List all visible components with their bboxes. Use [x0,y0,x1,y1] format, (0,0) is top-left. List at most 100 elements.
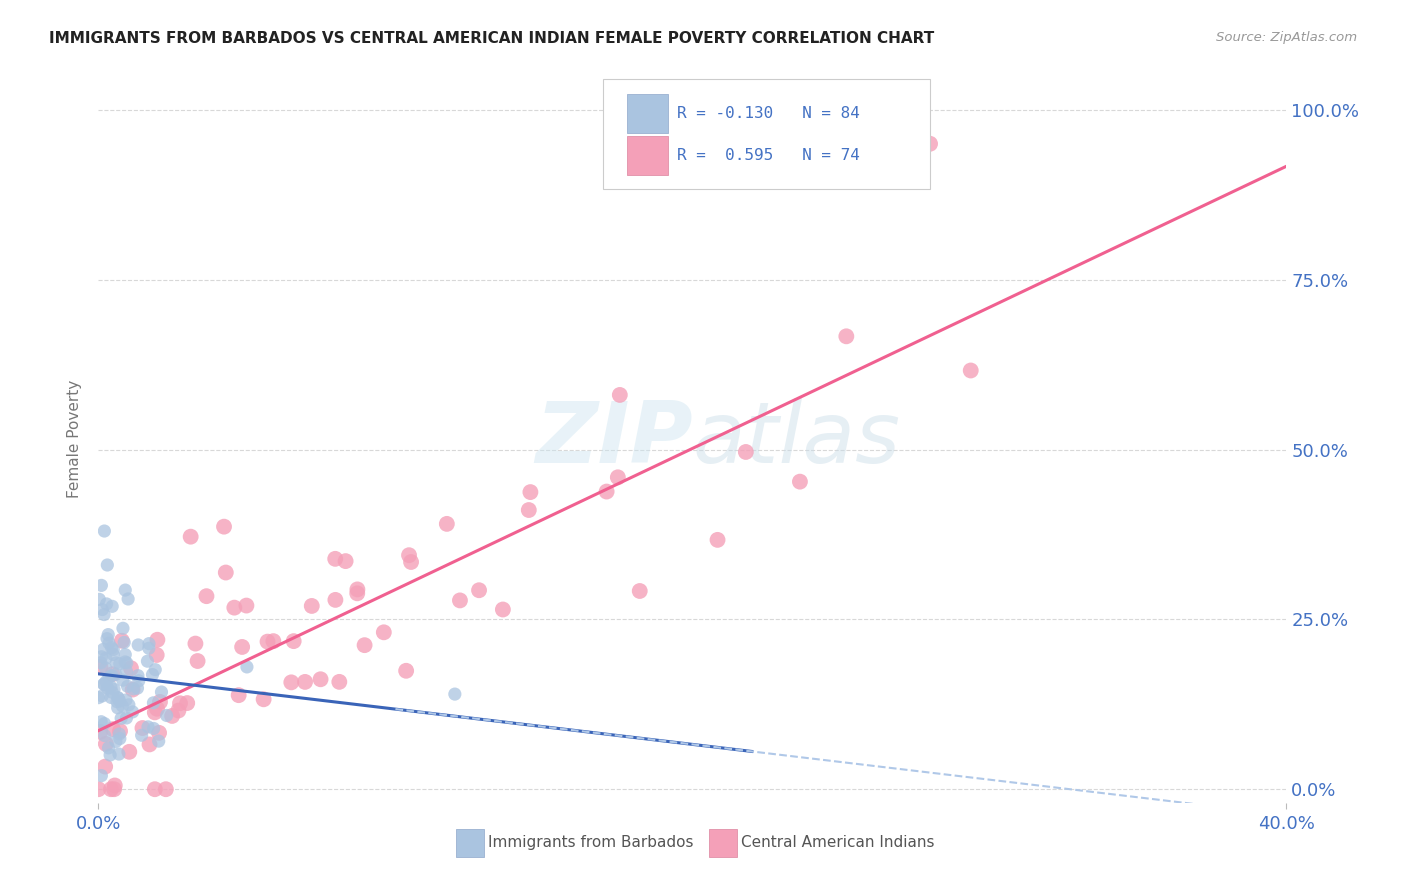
Point [228,688,250,702]
Point [835,329,858,343]
Point [105,695,128,709]
FancyBboxPatch shape [603,79,931,188]
Point [353,638,375,652]
Text: atlas: atlas [692,398,900,481]
Point [325,593,347,607]
Point [136,720,159,734]
Point [280,675,302,690]
Point [301,599,323,613]
Point [118,745,141,759]
Point [468,583,491,598]
Point [959,363,981,377]
Point [121,705,143,719]
Point [734,445,756,459]
Point [138,641,160,656]
Point [107,690,129,705]
Point [114,648,136,662]
Point [180,530,202,544]
Point [127,668,149,682]
Point [215,566,238,580]
Point [323,551,346,566]
Point [87,690,110,705]
Point [96,597,118,611]
Point [187,654,209,668]
Point [89,660,111,674]
Point [101,667,124,681]
Point [519,485,541,500]
Point [395,664,418,678]
Point [436,516,458,531]
Point [262,634,284,648]
Point [131,721,153,735]
Point [93,729,115,743]
Point [121,682,143,697]
Point [142,722,165,736]
Point [160,709,183,723]
Point [231,640,253,654]
Point [122,681,145,696]
Point [105,656,128,670]
Point [87,782,110,797]
Point [104,734,127,748]
Point [93,677,115,691]
Point [142,696,165,710]
Point [112,635,135,649]
Point [93,677,115,691]
Point [117,591,139,606]
Point [108,724,131,739]
Point [283,634,305,648]
Point [110,711,132,725]
Point [236,660,259,674]
Point [111,621,134,635]
Point [141,667,163,681]
Point [127,638,149,652]
Point [143,663,166,677]
Point [111,633,134,648]
Point [115,664,138,678]
Text: R =  0.595   N = 74: R = 0.595 N = 74 [678,148,860,163]
Point [169,696,191,710]
Point [253,692,276,706]
Text: IMMIGRANTS FROM BARBADOS VS CENTRAL AMERICAN INDIAN FEMALE POVERTY CORRELATION C: IMMIGRANTS FROM BARBADOS VS CENTRAL AMER… [49,31,935,46]
FancyBboxPatch shape [627,136,668,176]
Point [93,642,115,657]
Point [101,668,124,682]
Point [101,599,124,614]
Text: R = -0.130   N = 84: R = -0.130 N = 84 [678,106,860,121]
Point [150,685,173,699]
Point [101,685,124,699]
Point [115,656,138,670]
Point [346,582,368,597]
Point [143,782,166,797]
Point [103,682,125,697]
Point [103,782,125,797]
Point [90,656,112,670]
Point [595,484,617,499]
Point [90,714,112,729]
Point [91,689,114,703]
Point [100,640,122,655]
Point [628,584,651,599]
Point [98,747,121,762]
Point [111,699,134,714]
Point [235,599,257,613]
Point [149,695,172,709]
Point [294,674,316,689]
Point [97,627,120,641]
Point [115,693,138,707]
Point [114,583,136,598]
Point [93,607,115,622]
Point [108,727,131,741]
Point [120,661,142,675]
Point [449,593,471,607]
Point [398,548,420,562]
Text: Immigrants from Barbados: Immigrants from Barbados [488,836,693,850]
Point [148,734,170,748]
Point [138,738,160,752]
Point [104,779,127,793]
Point [91,602,114,616]
Point [89,724,111,739]
Point [492,602,515,616]
Point [176,696,198,710]
Point [706,533,728,547]
